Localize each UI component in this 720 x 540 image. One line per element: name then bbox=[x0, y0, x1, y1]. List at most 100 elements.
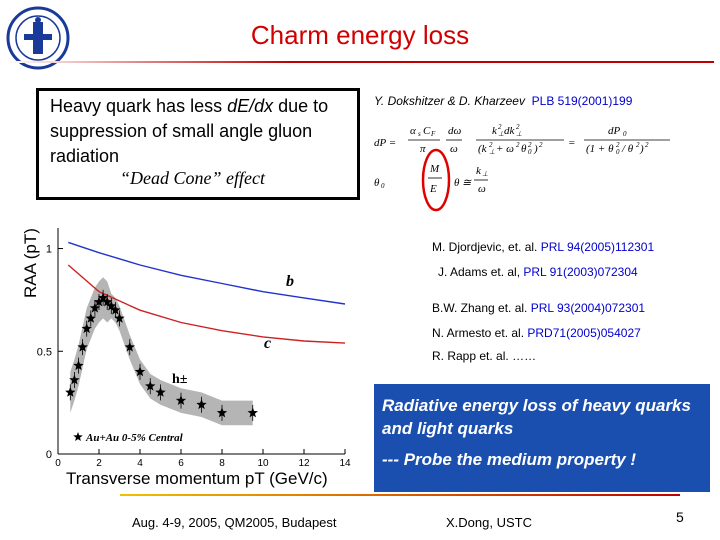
y-tick-label: 0 bbox=[46, 449, 52, 461]
h-data-point bbox=[247, 407, 258, 418]
ref-dokshitzer: Y. Dokshitzer & D. Kharzeev PLB 519(2001… bbox=[374, 94, 632, 108]
svg-text:2: 2 bbox=[636, 141, 640, 149]
svg-text:k: k bbox=[492, 125, 498, 137]
h-data-point bbox=[175, 395, 187, 405]
university-logo bbox=[6, 6, 70, 70]
h-label: h± bbox=[172, 372, 188, 387]
ref-armesto: N. Armesto et. al. PRD71(2005)054027 bbox=[432, 326, 641, 340]
bullet-text: Heavy quark has less dE/dx due to suppre… bbox=[50, 94, 360, 169]
bullet-pre: Heavy quark has less bbox=[50, 96, 228, 116]
svg-text:/ θ: / θ bbox=[621, 143, 634, 155]
h-data-point bbox=[85, 312, 96, 323]
ref-zhang: B.W. Zhang et. al. PRL 93(2004)072301 bbox=[432, 301, 645, 315]
footer-divider bbox=[120, 494, 680, 496]
h-data-point bbox=[81, 323, 92, 334]
bullet-post: due to suppression of small angle gluon … bbox=[50, 96, 329, 166]
svg-text:⊥: ⊥ bbox=[516, 130, 522, 138]
raa-plot: 0 2 4 6 8 10 12 14 0 0.5 1 b c h± Au+Au 0-5% Central Tr… bbox=[21, 228, 351, 488]
h-data-point bbox=[93, 296, 105, 307]
probe-text: --- Probe the medium property ! bbox=[382, 450, 637, 469]
svg-text:α: α bbox=[410, 125, 416, 137]
x-tick-label: 0 bbox=[55, 458, 61, 469]
x-tick-label: 6 bbox=[178, 458, 184, 469]
svg-text:dω: dω bbox=[448, 125, 462, 137]
svg-text:s: s bbox=[418, 130, 421, 138]
x-tick-label: 10 bbox=[257, 458, 269, 469]
h-data-point bbox=[106, 300, 117, 311]
x-tick-label: 4 bbox=[137, 458, 143, 469]
svg-text:⊥: ⊥ bbox=[489, 148, 495, 156]
h-data-point bbox=[73, 360, 84, 371]
slide-title: Charm energy loss bbox=[250, 20, 470, 50]
svg-text:+ ω: + ω bbox=[496, 143, 514, 155]
svg-text:2: 2 bbox=[516, 141, 520, 149]
h-data-point bbox=[65, 386, 76, 397]
ref-dk-journal: PLB 519(2001)199 bbox=[531, 94, 633, 108]
svg-text:(1 + θ: (1 + θ bbox=[586, 143, 614, 155]
svg-text:F: F bbox=[430, 130, 436, 138]
svg-text:2: 2 bbox=[489, 141, 493, 149]
svg-text:θ: θ bbox=[521, 143, 527, 155]
ref-author: R. Rapp et. al. bbox=[432, 349, 509, 363]
ref-journal: PRD71(2005)054027 bbox=[527, 326, 641, 340]
svg-text:0: 0 bbox=[623, 130, 627, 138]
ref-journal: PRL 94(2005)112301 bbox=[540, 240, 655, 254]
y-axis-title: RAA (pT) bbox=[21, 228, 40, 298]
uncertainty-band bbox=[70, 277, 253, 426]
svg-text:2: 2 bbox=[528, 141, 532, 149]
ref-journal: PRL 93(2004)072301 bbox=[530, 301, 646, 315]
h-data-point bbox=[216, 407, 228, 418]
conclusion-box bbox=[374, 384, 710, 492]
svg-text:C: C bbox=[423, 125, 431, 137]
ref-author: B.W. Zhang et. al. bbox=[432, 301, 528, 315]
x-tick-label: 12 bbox=[298, 458, 310, 469]
ref-dk-authors: Y. Dokshitzer & D. Kharzeev bbox=[374, 94, 525, 108]
x-tick-label: 14 bbox=[339, 458, 351, 469]
ref-author: M. Djordjevic, et. al. bbox=[432, 240, 538, 254]
svg-text:dP: dP bbox=[608, 125, 621, 137]
svg-text:dP =: dP = bbox=[374, 137, 396, 149]
svg-text:(k: (k bbox=[478, 143, 488, 155]
svg-text:2: 2 bbox=[645, 141, 649, 149]
h-data-point bbox=[196, 399, 207, 410]
svg-text:): ) bbox=[639, 143, 644, 155]
footer-author: X.Dong, USTC bbox=[446, 515, 532, 530]
svg-text:0: 0 bbox=[616, 148, 620, 156]
title-divider bbox=[6, 61, 714, 63]
svg-text:θ: θ bbox=[374, 177, 380, 189]
svg-text:M: M bbox=[429, 163, 440, 175]
svg-text:=: = bbox=[568, 137, 575, 149]
svg-text:2: 2 bbox=[516, 123, 520, 131]
svg-text:ω: ω bbox=[450, 143, 458, 155]
dead-cone-label: “Dead Cone” effect bbox=[120, 168, 265, 188]
x-tick-label: 2 bbox=[96, 458, 102, 469]
svg-text:⊥: ⊥ bbox=[482, 170, 488, 178]
y-tick-label: 0.5 bbox=[37, 346, 52, 358]
svg-text:2: 2 bbox=[616, 141, 620, 149]
svg-text:θ: θ bbox=[454, 177, 460, 189]
svg-text:ω: ω bbox=[478, 183, 486, 195]
h-data-point bbox=[97, 292, 109, 303]
x-tick-label: 8 bbox=[219, 458, 225, 469]
svg-text:⊥: ⊥ bbox=[498, 130, 504, 138]
h-data-point bbox=[134, 366, 146, 377]
svg-text:E: E bbox=[429, 183, 437, 195]
svg-text:≅: ≅ bbox=[462, 177, 472, 189]
c-label: c bbox=[264, 335, 271, 352]
svg-text:): ) bbox=[533, 143, 538, 155]
ref-rapp: R. Rapp et. al. …… bbox=[432, 349, 536, 363]
ref-author: N. Armesto et. al. bbox=[432, 326, 525, 340]
bullet-dedx: dE/dx bbox=[227, 96, 274, 116]
svg-text:2: 2 bbox=[539, 141, 543, 149]
svg-text:π: π bbox=[420, 143, 426, 155]
ref-author: J. Adams et. al, bbox=[438, 265, 521, 279]
h-data-point bbox=[145, 380, 156, 391]
h-data-point bbox=[110, 304, 121, 315]
svg-text:2: 2 bbox=[498, 123, 502, 131]
svg-text:k: k bbox=[476, 165, 482, 177]
svg-text:0: 0 bbox=[381, 182, 385, 190]
legend-star bbox=[73, 432, 83, 441]
h-data-point bbox=[89, 302, 101, 313]
h-data-point bbox=[114, 312, 125, 323]
y-tick-label: 1 bbox=[46, 244, 52, 256]
